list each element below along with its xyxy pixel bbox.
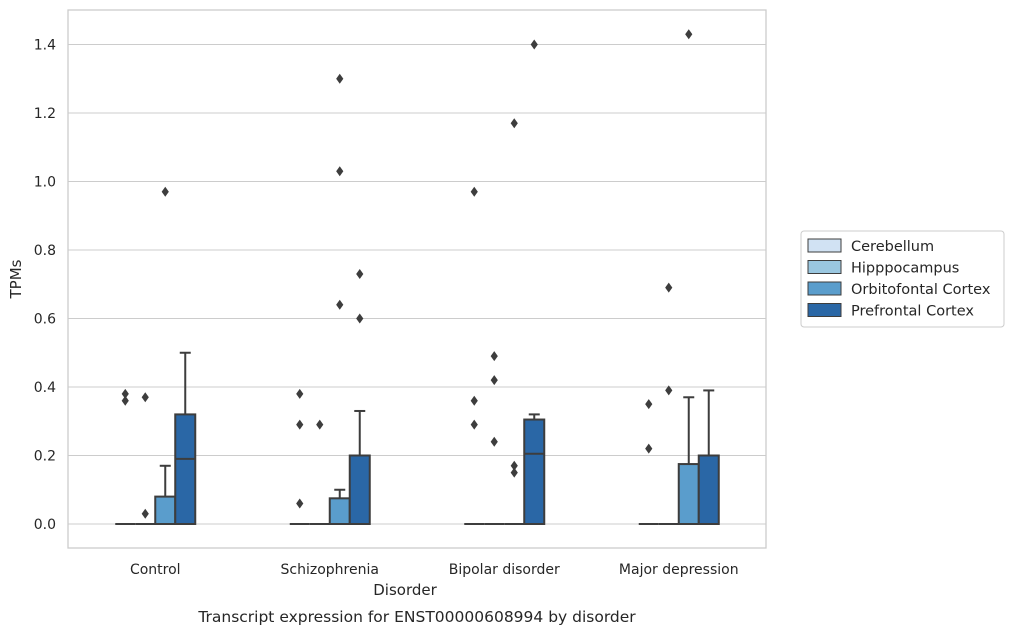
box-body	[174, 413, 197, 525]
y-tick-label: 0.2	[34, 449, 56, 465]
y-axis-ticks: 0.0 0.2 0.4 0.6 0.8 1.0 1.2 1.4	[34, 38, 56, 534]
outlier-point	[510, 460, 518, 471]
boxes	[115, 29, 720, 526]
legend-swatch	[807, 260, 842, 274]
y-tick-label: 0.6	[34, 312, 56, 328]
y-tick-label: 1.2	[34, 106, 56, 122]
outlier-point	[490, 375, 498, 386]
box-hipppocampus	[135, 392, 156, 525]
x-axis-label: Disorder	[373, 581, 437, 599]
box-orbitofontal-cortex	[328, 73, 351, 525]
outlier-point	[470, 395, 478, 406]
box-cerebellum	[638, 399, 659, 525]
box-cerebellum	[115, 388, 136, 525]
outlier-point	[645, 443, 653, 454]
outlier-point	[161, 186, 169, 197]
box-body	[697, 454, 720, 525]
legend-label: Cerebellum	[851, 239, 934, 255]
outlier-point	[490, 436, 498, 447]
outlier-point	[356, 268, 364, 279]
outlier-point	[336, 299, 344, 310]
box-body	[523, 418, 546, 526]
y-tick-label: 1.4	[34, 38, 56, 54]
box-body	[348, 454, 371, 525]
outlier-point	[296, 419, 304, 430]
legend-label: Prefrontal Cortex	[851, 304, 974, 320]
gridlines	[68, 43, 766, 525]
box-prefrontal-cortex	[523, 39, 546, 526]
outlier-point	[490, 351, 498, 362]
x-tick-label: Major depression	[619, 562, 739, 578]
box-orbitofontal-cortex	[504, 118, 525, 525]
box-cerebellum	[289, 388, 310, 525]
legend: Cerebellum Hipppocampus Orbitofontal Corte…	[800, 230, 1005, 328]
outlier-point	[530, 39, 538, 50]
outlier-point	[141, 392, 149, 403]
x-axis-ticks: Control Schizophrenia Bipolar disorder Majo…	[130, 562, 739, 578]
legend-frame	[800, 230, 1005, 328]
box-hipppocampus	[484, 351, 505, 525]
outlier-point	[356, 313, 364, 324]
legend-swatch	[807, 281, 842, 296]
box-hipppocampus	[658, 282, 679, 525]
legend-label: Orbitofontal Cortex	[851, 282, 991, 298]
outlier-point	[470, 186, 478, 197]
y-tick-label: 0.0	[34, 517, 56, 533]
outlier-point	[336, 73, 344, 84]
outlier-point	[665, 282, 673, 293]
outlier-point	[316, 419, 324, 430]
outlier-point	[665, 385, 673, 396]
legend-swatch	[807, 238, 842, 253]
outlier-point	[121, 395, 129, 406]
outlier-point	[336, 166, 344, 177]
box-body	[328, 497, 351, 525]
chart-caption: Transcript expression for ENST0000060899…	[197, 608, 636, 626]
y-tick-label: 0.4	[34, 380, 56, 396]
outlier-point	[296, 498, 304, 509]
box-body	[677, 463, 700, 525]
box-orbitofontal-cortex	[154, 186, 177, 526]
x-tick-label: Bipolar disorder	[449, 562, 560, 578]
box-body	[154, 495, 177, 526]
outlier-point	[121, 388, 129, 399]
plot-area-frame	[67, 9, 767, 549]
outlier-point	[470, 419, 478, 430]
box-prefrontal-cortex	[174, 351, 197, 525]
outlier-point	[141, 508, 149, 519]
outlier-point	[645, 399, 653, 410]
legend-items: Cerebellum Hipppocampus Orbitofontal Corte…	[807, 238, 991, 320]
x-tick-label: Schizophrenia	[281, 562, 379, 578]
y-tick-label: 0.8	[34, 243, 56, 259]
box-prefrontal-cortex	[697, 389, 720, 525]
box-orbitofontal-cortex	[677, 29, 700, 525]
y-axis-label: TPMs	[7, 259, 25, 299]
outlier-point	[296, 388, 304, 399]
box-prefrontal-cortex	[348, 268, 371, 525]
box-cerebellum	[464, 186, 485, 525]
outlier-point	[510, 118, 518, 129]
outlier-point	[685, 29, 693, 40]
legend-swatch	[807, 303, 842, 317]
y-tick-label: 1.0	[34, 175, 56, 191]
x-tick-label: Control	[130, 562, 181, 578]
legend-label: Hipppocampus	[851, 261, 959, 277]
box-hipppocampus	[309, 419, 330, 525]
outlier-point	[510, 467, 518, 478]
